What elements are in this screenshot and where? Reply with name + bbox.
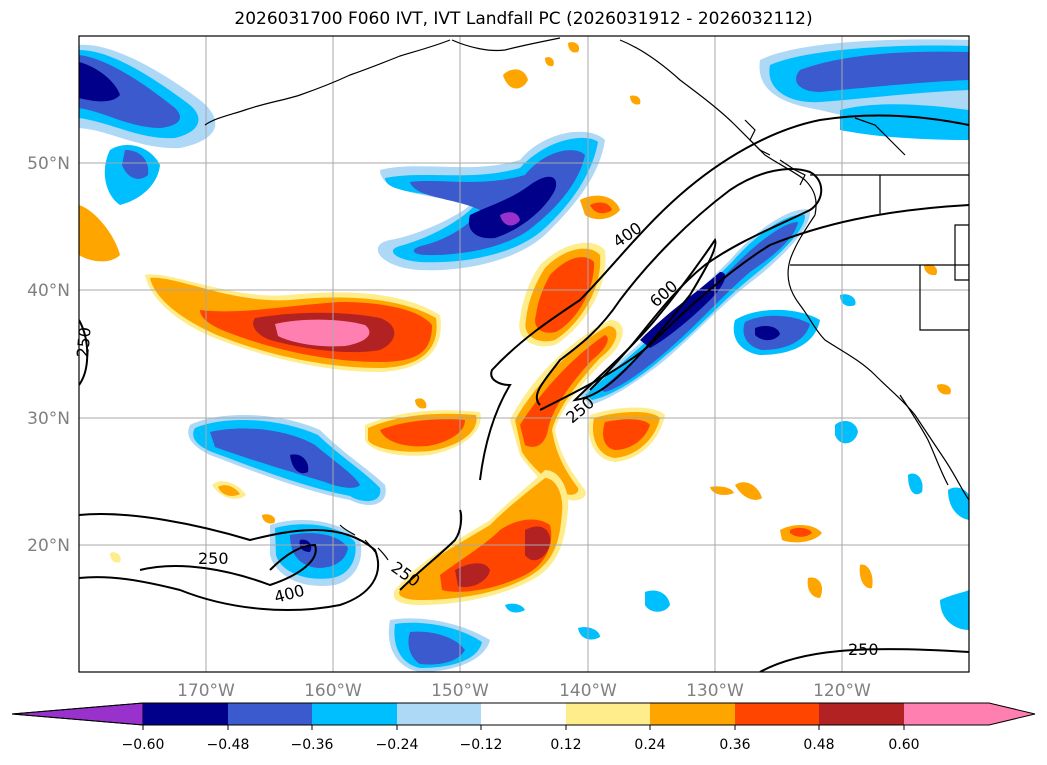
gridlines	[79, 36, 969, 672]
colorbar-segment	[143, 703, 228, 725]
contour-lines	[79, 114, 969, 672]
colorbar-tick-label: −0.36	[291, 737, 334, 753]
contour-250-w	[79, 319, 89, 386]
contour-label: 250	[73, 326, 95, 358]
lat-label: 20°N	[27, 536, 70, 556]
colorbar-segment	[397, 703, 481, 725]
contour-250-se	[759, 648, 969, 672]
colorbar-segment	[566, 703, 650, 725]
colorbar: −0.60 −0.48 −0.36 −0.24 −0.12 0.12 0.24 …	[11, 702, 1036, 753]
positive-small-blobs	[110, 42, 951, 598]
map-title: 2026031700 F060 IVT, IVT Landfall PC (20…	[234, 9, 813, 29]
negative-blob-ne	[759, 39, 969, 140]
contour-600	[572, 237, 717, 402]
contour-label: 250	[198, 549, 229, 568]
lon-label: 170°W	[177, 681, 235, 701]
lat-label: 50°N	[27, 154, 70, 174]
filled-anomalies	[79, 39, 969, 672]
colorbar-tick-label: 0.36	[719, 737, 750, 753]
colorbar-extend-left	[11, 702, 144, 726]
colorbar-tick-label: −0.12	[460, 737, 503, 753]
contour-400	[535, 168, 823, 406]
contour-250-main	[479, 114, 969, 481]
colorbar-segment	[228, 703, 312, 725]
colorbar-tick-label: 0.60	[888, 737, 919, 753]
lat-label: 40°N	[27, 281, 70, 301]
colorbar-segment	[650, 703, 735, 725]
map-frame	[78, 35, 970, 673]
colorbar-ticks	[142, 725, 905, 730]
positive-blob-west	[79, 205, 441, 372]
colorbar-segment	[819, 703, 904, 725]
colorbar-segment	[735, 703, 819, 725]
contour-400-sw	[139, 543, 317, 587]
contour-250-sw2	[399, 509, 463, 591]
colorbar-extend-right	[904, 703, 1035, 725]
latitude-labels: 50°N 40°N 30°N 20°N	[27, 154, 70, 556]
lon-label: 160°W	[304, 681, 362, 701]
negative-blob-nw	[79, 44, 216, 205]
contour-250-sw	[79, 513, 380, 611]
lon-label: 120°W	[813, 681, 871, 701]
colorbar-tick-label: 0.48	[803, 737, 834, 753]
colorbar-tick-label: 0.12	[550, 737, 581, 753]
lon-label: 150°W	[431, 681, 489, 701]
positive-blob-ar	[365, 69, 665, 605]
colorbar-segment	[312, 703, 397, 725]
colorbar-tick-label: −0.60	[122, 737, 165, 753]
lon-label: 130°W	[686, 681, 744, 701]
colorbar-tick-label: −0.48	[207, 737, 250, 753]
colorbar-segment	[481, 703, 566, 725]
lat-label: 30°N	[27, 409, 70, 429]
contour-label: 250	[848, 640, 879, 659]
colorbar-tick-label: 0.24	[634, 737, 665, 753]
coastlines	[204, 37, 969, 561]
lon-label: 140°W	[559, 681, 617, 701]
colorbar-tick-label: −0.24	[376, 737, 419, 753]
longitude-labels: 170°W 160°W 150°W 140°W 130°W 120°W	[177, 681, 871, 701]
negative-blob-central	[377, 131, 605, 271]
